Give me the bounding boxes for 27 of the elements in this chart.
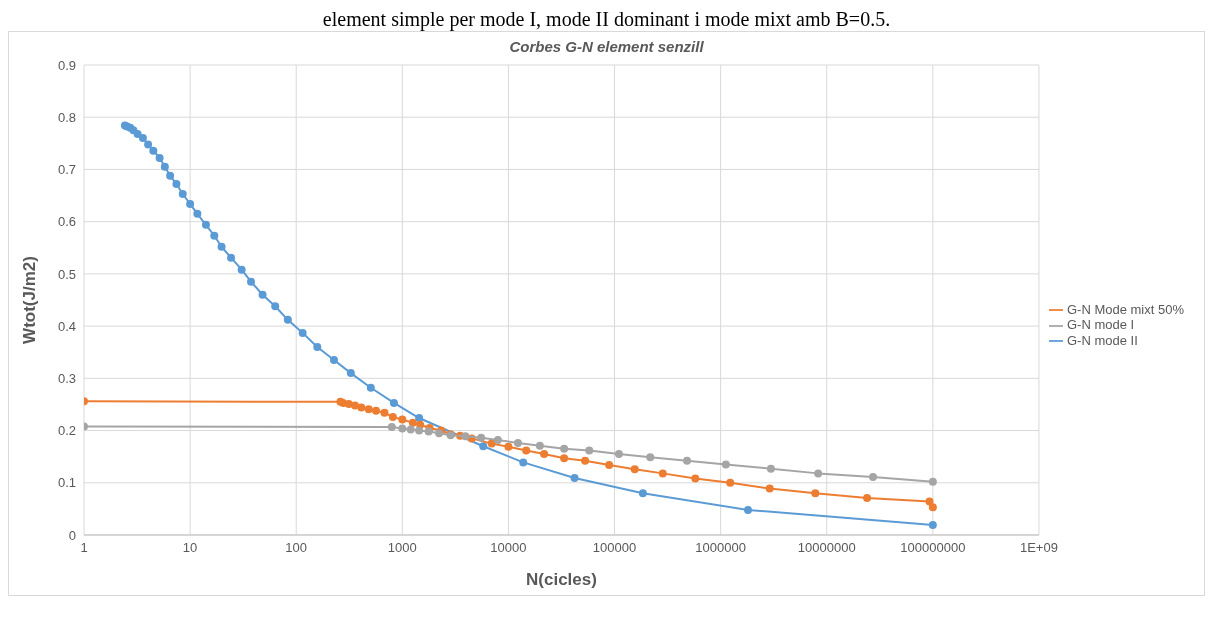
text: element simple per mode I, mode II dominant i mode mixt amb B=0.5.	[321, 8, 892, 31]
x-tick-label: 10	[182, 540, 198, 556]
y-tick-label: 0.9	[57, 57, 76, 73]
x-tick-label: 1E+09	[1019, 540, 1058, 556]
y-tick-label: 0	[68, 527, 76, 543]
x-tick-label: 10000000	[797, 540, 856, 556]
y-tick-label: 0.6	[57, 214, 76, 230]
legend-label: G-N Mode mixt 50%	[1066, 301, 1184, 317]
y-tick-label: 0.3	[57, 370, 76, 386]
x-tick-label: 100000000	[900, 540, 966, 556]
x-tick-label: 1000000	[695, 540, 746, 556]
x-tick-label: 100	[285, 540, 308, 556]
y-tick-label: 0.5	[57, 266, 76, 282]
x-tick-label: 100000	[592, 540, 637, 556]
x-tick-label: 1	[80, 540, 88, 556]
y-axis-title: Wtot(J/m2)	[20, 256, 40, 344]
legend-label: G-N mode II	[1066, 332, 1138, 348]
legend-label: G-N mode I	[1066, 317, 1135, 333]
x-axis-title: N(cicles)	[526, 570, 597, 589]
y-tick-label: 0.7	[57, 162, 76, 178]
y-tick-label: 0.4	[57, 318, 76, 334]
y-tick-label: 0.8	[57, 109, 76, 125]
y-tick-label: 0.1	[57, 475, 76, 491]
y-tick-label: 0.2	[57, 423, 76, 439]
x-tick-label: 10000	[490, 540, 527, 556]
chart-title: Corbes G-N element senzill	[508, 38, 705, 55]
x-tick-label: 1000	[387, 540, 417, 556]
